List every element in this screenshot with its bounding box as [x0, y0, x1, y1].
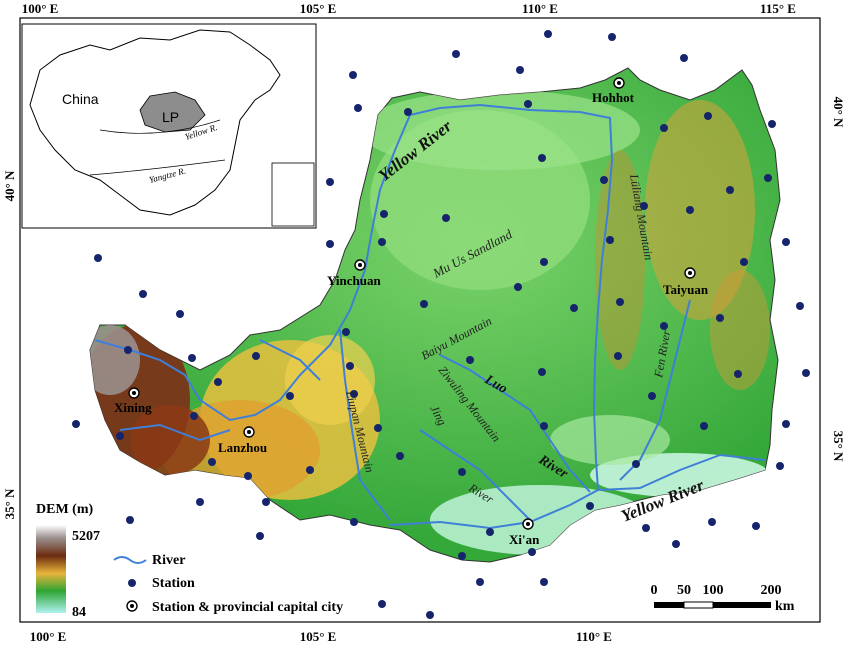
city-label-taiyuan: Taiyuan — [663, 282, 709, 297]
capital-points — [128, 77, 696, 530]
legend-dem-title: DEM (m) — [36, 502, 93, 517]
city-label-xining: Xining — [114, 400, 152, 415]
scale-bar: 0 50 100 200 km — [651, 583, 795, 614]
scale-tick-200: 200 — [761, 583, 782, 598]
legend-station-symbol — [128, 579, 136, 587]
tick-top-105: 105° E — [300, 1, 337, 16]
legend-dem-min: 84 — [72, 605, 86, 620]
legend-river-symbol — [113, 556, 147, 564]
river-network — [94, 103, 766, 530]
legend-dem-max: 5207 — [72, 529, 100, 544]
city-label-hohhot: Hohhot — [592, 90, 635, 105]
inset-country-label: China — [62, 91, 99, 107]
tick-right-40: 40° N — [831, 97, 846, 128]
legend-river-label: River — [152, 553, 185, 568]
tick-bottom-110: 110° E — [576, 629, 612, 644]
tick-bottom-105: 105° E — [300, 629, 337, 644]
terrain-shading — [90, 90, 770, 555]
scale-tick-50: 50 — [677, 583, 691, 598]
city-label-lanzhou: Lanzhou — [218, 440, 267, 455]
yellow-river-line — [94, 103, 766, 492]
tick-bottom-100: 100° E — [30, 629, 67, 644]
tick-left-35: 35° N — [2, 488, 17, 519]
tick-right-35: 35° N — [831, 431, 846, 462]
legend-capital-symbol — [126, 600, 138, 612]
inset-lp-label: LP — [162, 109, 179, 125]
legend-capital-label: Station & provincial capital city — [152, 600, 343, 615]
tick-left-40: 40° N — [2, 170, 17, 201]
scale-tick-100: 100 — [703, 583, 724, 598]
station-points — [72, 30, 810, 619]
inset-south-sea-box — [271, 162, 315, 227]
legend: DEM (m) 5207 84 River Station Station & … — [36, 502, 343, 620]
city-label-xian: Xi'an — [509, 532, 540, 547]
scale-tick-0: 0 — [651, 583, 658, 598]
inset-lp-region — [139, 91, 206, 133]
legend-dem-colorbar — [36, 525, 66, 613]
tick-top-100: 100° E — [22, 1, 59, 16]
tick-top-115: 115° E — [760, 1, 796, 16]
tick-top-110: 110° E — [522, 1, 558, 16]
city-label-yinchuan: Yinchuan — [327, 273, 381, 288]
legend-station-label: Station — [152, 576, 195, 591]
inset-map: China LP Yellow R. Yangtze R. — [21, 23, 317, 229]
scale-unit: km — [775, 599, 795, 614]
